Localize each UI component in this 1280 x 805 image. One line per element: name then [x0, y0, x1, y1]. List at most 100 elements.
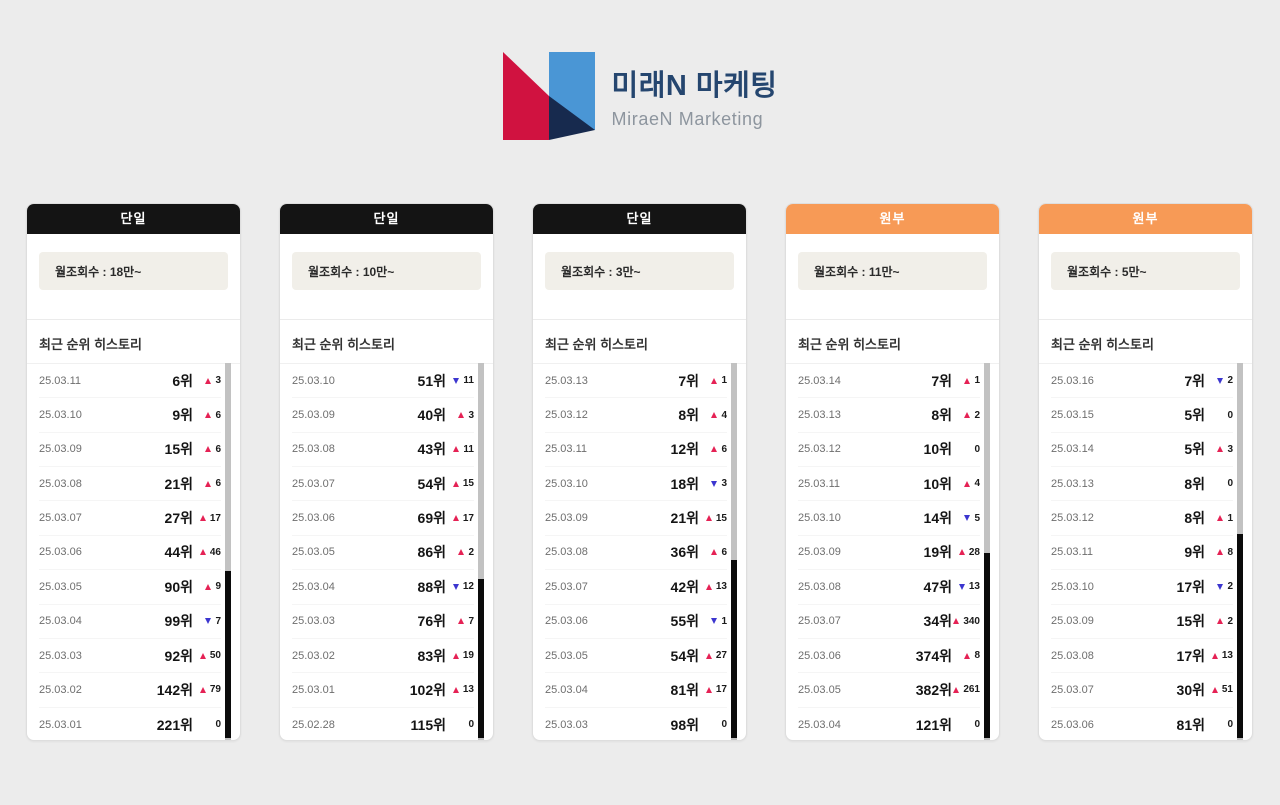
rank-history-row: 25.03.07 30위 51 — [1051, 673, 1233, 708]
monthly-views-box: 월조회수 : 5만~ — [1051, 252, 1240, 290]
row-rank: 69위 — [417, 510, 446, 527]
rank-history-row: 25.03.12 8위 1 — [1051, 501, 1233, 536]
row-change-value: 1 — [721, 375, 727, 387]
row-rank: 7위 — [1184, 372, 1205, 389]
row-change-value: 51 — [1221, 684, 1233, 696]
up-triangle-icon — [205, 480, 212, 487]
row-date: 25.02.28 — [292, 718, 335, 731]
rank-card-3: 단일 월조회수 : 3만~ 최근 순위 히스토리 25.03.13 7위 1 25.0… — [532, 203, 747, 741]
rank-history-row: 25.03.01 102위 13 — [292, 673, 474, 708]
row-rank: 51위 — [417, 372, 446, 389]
row-date: 25.03.05 — [545, 649, 588, 662]
rank-history-row: 25.03.02 142위 79 — [39, 673, 221, 708]
card-header: 단일 — [280, 204, 493, 234]
divider — [786, 319, 999, 320]
scrollbar-track[interactable] — [984, 363, 990, 740]
row-change: 17 — [193, 513, 221, 524]
rank-history-row: 25.03.09 40위 3 — [292, 398, 474, 433]
row-change: 0 — [952, 444, 980, 455]
row-change: 50 — [193, 650, 221, 661]
scrollbar-track[interactable] — [225, 363, 231, 740]
up-triangle-icon — [1217, 549, 1224, 556]
row-date: 25.03.01 — [292, 683, 335, 696]
row-rank: 55위 — [670, 613, 699, 630]
down-triangle-icon — [711, 480, 718, 487]
row-change: 12 — [446, 581, 474, 592]
up-triangle-icon — [199, 549, 206, 556]
row-date: 25.03.07 — [39, 512, 82, 525]
brand-header: 미래N 마케팅 MiraeN Marketing — [0, 52, 1280, 140]
row-change: 6 — [699, 547, 727, 558]
rank-history: 25.03.10 51위 11 25.03.09 40위 3 25.03.08 43위 11 25… — [280, 363, 493, 740]
scrollbar-track[interactable] — [1237, 363, 1243, 740]
row-change: 2 — [446, 547, 474, 558]
monthly-views-box: 월조회수 : 11만~ — [798, 252, 987, 290]
row-date: 25.03.13 — [1051, 477, 1094, 490]
scrollbar-thumb[interactable] — [225, 571, 231, 739]
row-date: 25.03.13 — [545, 374, 588, 387]
row-rank: 19위 — [923, 544, 952, 561]
row-change: 0 — [1205, 410, 1233, 421]
rank-history-row: 25.03.11 9위 8 — [1051, 536, 1233, 571]
rank-history-row: 25.03.13 8위 0 — [1051, 467, 1233, 502]
row-change: 0 — [1205, 478, 1233, 489]
rank-history-row: 25.03.04 121위 0 — [798, 708, 980, 740]
rank-history-row: 25.03.06 81위 0 — [1051, 708, 1233, 740]
up-triangle-icon — [199, 652, 206, 659]
row-change: 9 — [193, 581, 221, 592]
scrollbar-thumb[interactable] — [731, 560, 737, 739]
row-date: 25.03.05 — [292, 546, 335, 559]
up-triangle-icon — [453, 446, 460, 453]
row-change-value: 12 — [462, 581, 474, 593]
scrollbar-track[interactable] — [478, 363, 484, 740]
rank-history-list: 25.03.13 7위 1 25.03.12 8위 4 25.03.11 12위 6 25.03.… — [533, 363, 746, 740]
row-rank: 30위 — [1176, 681, 1205, 698]
row-change: 13 — [699, 581, 727, 592]
row-change: 17 — [446, 513, 474, 524]
row-change: 17 — [699, 684, 727, 695]
divider — [27, 319, 240, 320]
row-rank: 7위 — [931, 372, 952, 389]
row-rank: 40위 — [417, 407, 446, 424]
row-change-value: 0 — [1227, 478, 1233, 490]
row-rank: 115위 — [410, 716, 446, 733]
history-title: 최근 순위 히스토리 — [292, 337, 395, 352]
scrollbar-track[interactable] — [731, 363, 737, 740]
row-change: 6 — [193, 444, 221, 455]
rank-history-row: 25.03.01 221위 0 — [39, 708, 221, 740]
history-title: 최근 순위 히스토리 — [1051, 337, 1154, 352]
row-rank: 102위 — [409, 681, 446, 698]
scrollbar-thumb[interactable] — [478, 579, 484, 739]
rank-history-row: 25.03.03 98위 0 — [545, 708, 727, 740]
row-change-value: 17 — [462, 512, 474, 524]
row-date: 25.03.09 — [545, 512, 588, 525]
row-change: 51 — [1205, 684, 1233, 695]
row-change: 46 — [193, 547, 221, 558]
scrollbar-thumb[interactable] — [984, 552, 990, 739]
row-change: 1 — [1205, 513, 1233, 524]
rank-history-row: 25.03.10 51위 11 — [292, 364, 474, 399]
rank-history-row: 25.03.08 21위 6 — [39, 467, 221, 502]
up-triangle-icon — [705, 686, 712, 693]
row-change: 1 — [699, 616, 727, 627]
up-triangle-icon — [452, 515, 459, 522]
up-triangle-icon — [964, 652, 971, 659]
down-triangle-icon — [1217, 377, 1224, 384]
row-change: 8 — [1205, 547, 1233, 558]
monthly-views-label: 월조회수 : 3만~ — [561, 264, 641, 279]
rank-history-row: 25.03.14 5위 3 — [1051, 433, 1233, 468]
row-rank: 15위 — [1176, 613, 1205, 630]
rank-history-row: 25.03.11 10위 4 — [798, 467, 980, 502]
rank-history-row: 25.02.28 115위 0 — [292, 708, 474, 740]
row-change: 0 — [1205, 719, 1233, 730]
rank-history-row: 25.03.03 76위 7 — [292, 605, 474, 639]
row-change-value: 6 — [215, 409, 221, 421]
up-triangle-icon — [205, 377, 212, 384]
row-rank: 92위 — [164, 647, 193, 664]
up-triangle-icon — [1211, 652, 1218, 659]
scrollbar-thumb[interactable] — [1237, 533, 1243, 739]
row-date: 25.03.01 — [39, 718, 82, 731]
row-change-value: 50 — [209, 650, 221, 662]
row-date: 25.03.06 — [292, 512, 335, 525]
row-rank: 42위 — [670, 578, 699, 595]
